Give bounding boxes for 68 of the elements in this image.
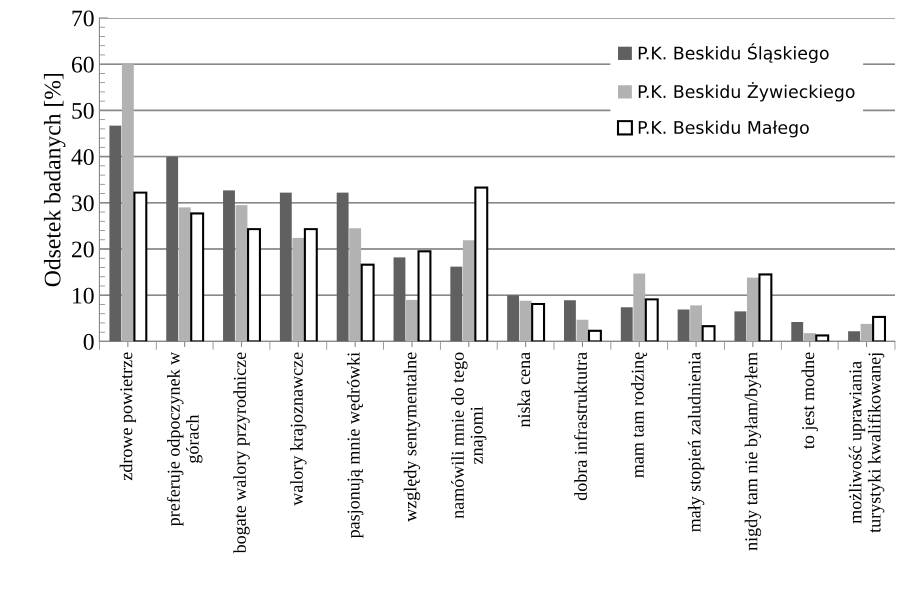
bar [848, 331, 860, 342]
y-tick-label: 40 [71, 149, 94, 166]
y-tick-label: 0 [84, 334, 94, 350]
bar [349, 228, 362, 342]
bar [576, 320, 588, 342]
x-tick-label: to jest modne [802, 352, 818, 449]
y-tick-label: 30 [72, 195, 94, 212]
bar [520, 300, 532, 342]
bar [860, 324, 872, 342]
bar [746, 278, 759, 342]
x-tick-label: bogate walory przyrodnicze [233, 352, 250, 554]
x-tick-label: względy sentymentalne [404, 352, 420, 522]
bar [304, 228, 318, 342]
bar [292, 238, 304, 342]
x-tick-label: niska cena [517, 352, 530, 428]
bar [872, 316, 886, 342]
bar [178, 207, 191, 342]
bar [280, 192, 292, 342]
x-tick-label: walory krajoznawcze [290, 352, 307, 506]
legend-label: P.K. Beskidu Małego [638, 120, 809, 138]
bar [336, 192, 349, 342]
bar [507, 295, 520, 342]
bar [133, 192, 148, 342]
bar [474, 186, 488, 342]
x-tick-label: mam tam rodzinę [631, 352, 648, 478]
y-tick-label: 60 [72, 56, 94, 73]
x-tick-label: pasjonują mnie wędrówki [346, 352, 364, 538]
bar [190, 212, 204, 342]
legend-label: P.K. Beskidu Żywieckiego [638, 82, 855, 102]
bar [678, 310, 690, 342]
x-tick-label: namówili mnie do tego znajomi [451, 352, 486, 518]
bar [109, 126, 122, 342]
bar [702, 325, 716, 342]
bar [223, 190, 235, 342]
x-tick-label: dobra infrastruktutra [574, 352, 587, 500]
bar [531, 302, 546, 342]
bar [394, 257, 406, 342]
x-tick-label: mały stopień zaludnienia [688, 352, 704, 532]
bar [758, 273, 772, 342]
x-tick-label: nigdy tam nie byłam/byłem [744, 352, 762, 551]
bar [633, 274, 646, 342]
bar [815, 334, 830, 342]
bar [690, 305, 702, 342]
y-tick-label: 20 [72, 242, 94, 258]
x-tick-label: możliwość uprawiania turystyki kwalifikowanej [848, 353, 884, 533]
bar [406, 300, 418, 342]
x-tick-label: zdrowe powietrze [120, 352, 136, 480]
legend-label: P.K. Beskidu Śląskiego [638, 43, 829, 63]
bar [247, 228, 261, 342]
bar [462, 240, 475, 342]
bar [564, 300, 576, 342]
y-tick-label: 70 [72, 10, 94, 26]
bar [734, 311, 746, 342]
bar [791, 322, 804, 342]
bar [122, 64, 134, 342]
bar [417, 250, 432, 342]
y-tick-label: 50 [72, 102, 94, 119]
bar [236, 205, 248, 342]
y-tick-label: 10 [73, 288, 94, 304]
bar [644, 298, 659, 342]
bar [804, 333, 816, 342]
bar [166, 156, 178, 342]
x-tick-label: preferuje odpoczynek w górach [166, 352, 202, 526]
bar [450, 266, 462, 342]
bar [360, 264, 375, 342]
bar [588, 330, 602, 342]
y-axis-title: Odsetek badanych [%] [44, 74, 66, 286]
bar [620, 307, 633, 342]
